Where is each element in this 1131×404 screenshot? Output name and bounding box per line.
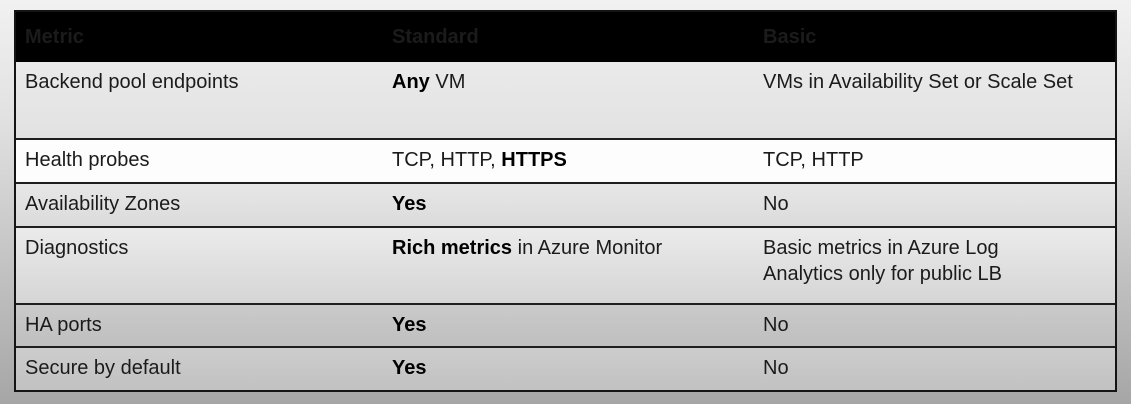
table-row-availability-zones: Availability Zones Yes No [16,182,1115,226]
table-row-backend-pool-endpoints: Backend pool endpoints Any VM VMs in Ava… [16,62,1115,138]
basic-text: No [763,357,789,379]
standard-cell: Any VM [382,62,753,138]
standard-text-bold: Rich metrics [392,237,513,259]
basic-cell: No [753,305,1115,346]
basic-text: No [763,314,789,336]
standard-cell: Yes [382,305,753,346]
table-row-ha-ports: HA ports Yes No [16,303,1115,346]
table-header-row: Metric Standard Basic [16,12,1115,62]
standard-cell: Yes [382,348,753,390]
table-row-health-probes: Health probes TCP, HTTP, HTTPS TCP, HTTP [16,138,1115,182]
standard-text-post: in Azure Monitor [512,237,663,259]
standard-text-bold: Any [392,71,430,93]
standard-text-bold: Yes [392,193,427,215]
basic-cell: No [753,348,1115,390]
standard-cell: Rich metrics in Azure Monitor [382,228,753,303]
standard-text-pre: TCP, HTTP, [392,149,502,171]
metric-cell: Availability Zones [25,193,181,215]
column-header-metric: Metric [25,26,84,48]
column-header-basic: Basic [763,26,817,48]
basic-text: Basic metrics in Azure Log Analytics onl… [763,237,1003,285]
standard-text-bold: Yes [392,357,427,379]
basic-cell: Basic metrics in Azure Log Analytics onl… [753,228,1115,303]
column-header-standard: Standard [392,26,479,48]
standard-text-bold: HTTPS [501,149,567,171]
standard-cell: TCP, HTTP, HTTPS [382,140,753,182]
basic-text: No [763,193,789,215]
standard-text-bold: Yes [392,314,427,336]
standard-cell: Yes [382,184,753,226]
table-row-secure-by-default: Secure by default Yes No [16,346,1115,390]
basic-text: VMs in Availability Set or Scale Set [763,71,1073,93]
basic-cell: VMs in Availability Set or Scale Set [753,62,1115,138]
metric-cell: Health probes [25,149,150,171]
basic-cell: No [753,184,1115,226]
basic-cell: TCP, HTTP [753,140,1115,182]
metric-cell: Diagnostics [25,237,129,259]
table-row-diagnostics: Diagnostics Rich metrics in Azure Monito… [16,226,1115,303]
metric-cell: HA ports [25,314,102,336]
basic-text: TCP, HTTP [763,149,864,171]
standard-text-post: VM [429,71,466,93]
metric-cell: Secure by default [25,357,181,379]
load-balancer-comparison-table: Metric Standard Basic Backend pool endpo… [14,10,1117,392]
metric-cell: Backend pool endpoints [25,71,239,93]
